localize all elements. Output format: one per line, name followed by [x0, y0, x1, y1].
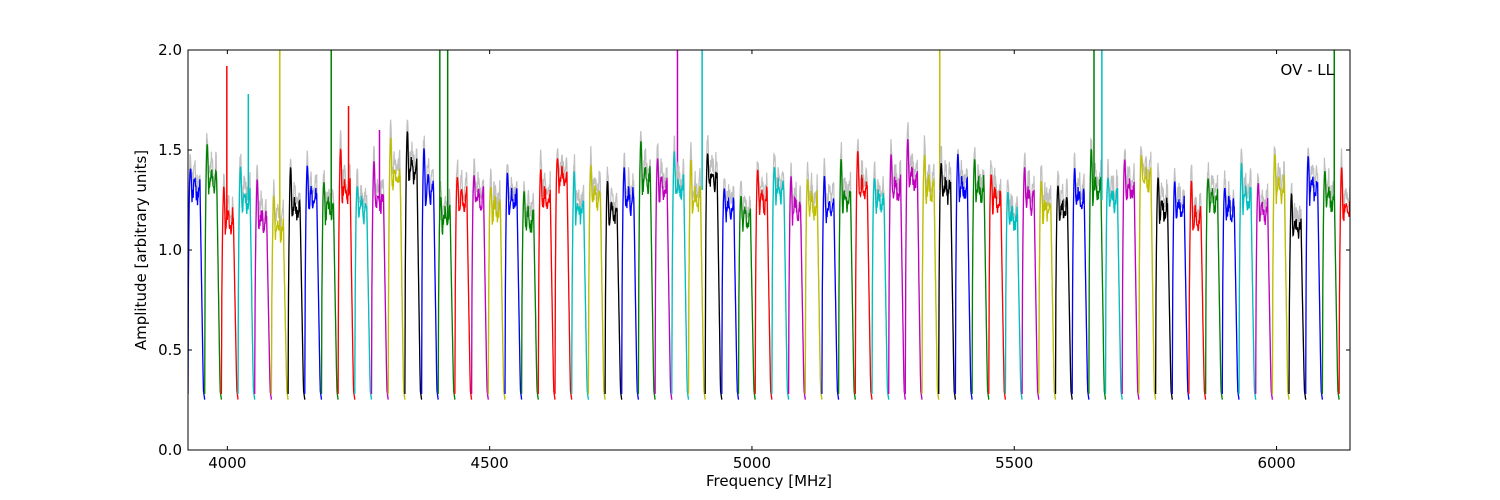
chart-annotation: OV - LL	[1281, 61, 1335, 79]
band-line-37	[804, 179, 823, 400]
y-tick-label-3: 1.5	[158, 141, 182, 159]
band-line-57	[1138, 155, 1157, 400]
band-line-23	[571, 171, 590, 400]
band-line-39	[837, 158, 856, 400]
band-line-29	[671, 151, 690, 400]
band-line-51	[1038, 180, 1057, 400]
band-line-7	[304, 165, 323, 400]
band-line-55	[1104, 177, 1123, 400]
band-line-50	[1021, 167, 1040, 400]
band-line-44	[921, 154, 940, 400]
band-line-59	[1171, 181, 1190, 400]
band-line-15	[437, 196, 456, 400]
band-line-12	[387, 137, 406, 400]
band-line-33	[737, 195, 756, 400]
band-line-56	[1121, 159, 1140, 400]
y-axis-ticks: 0.0 0.5 1.0 1.5 2.0	[158, 41, 1350, 459]
band-line-49	[1004, 192, 1023, 400]
band-line-9	[337, 148, 356, 400]
band-line-45	[938, 163, 957, 400]
band-line-69	[1338, 167, 1350, 395]
band-line-43	[904, 138, 923, 400]
band-line-53	[1071, 167, 1090, 400]
y-tick-label-0: 0.0	[158, 441, 182, 459]
band-line-38	[821, 175, 840, 400]
band-line-19	[504, 172, 523, 400]
band-line-13	[404, 131, 423, 400]
y-tick-label-4: 2.0	[158, 41, 182, 59]
band-line-41	[871, 178, 890, 400]
band-line-6	[287, 167, 306, 400]
band-line-31	[704, 153, 723, 400]
band-line-42	[888, 154, 906, 400]
band-line-67	[1305, 156, 1324, 400]
band-line-40	[854, 151, 873, 400]
band-line-17	[470, 175, 489, 400]
series-layer	[188, 50, 1350, 400]
band-line-62	[1221, 187, 1240, 400]
band-line-4	[254, 179, 273, 400]
x-tick-label-2: 5000	[733, 454, 771, 472]
band-line-16	[454, 177, 473, 400]
band-line-11	[370, 161, 389, 400]
band-line-61	[1204, 178, 1223, 400]
band-line-60	[1188, 180, 1207, 400]
band-line-28	[654, 158, 673, 400]
x-axis-ticks: 4000 4500 5000 5500 6000	[208, 50, 1296, 472]
band-line-24	[587, 165, 606, 400]
band-line-35	[771, 167, 790, 400]
band-line-20	[520, 191, 539, 400]
band-line-26	[621, 167, 640, 400]
band-line-58	[1154, 177, 1173, 400]
y-axis-label: Amplitude [arbitrary units]	[132, 150, 150, 350]
x-tick-label-0: 4000	[208, 454, 246, 472]
band-line-63	[1238, 162, 1257, 400]
background-band-69	[1338, 148, 1350, 395]
x-axis-label: Frequency [MHz]	[706, 472, 832, 490]
band-line-48	[988, 174, 1007, 400]
band-line-30	[687, 159, 706, 400]
band-line-32	[721, 188, 740, 400]
band-line-52	[1054, 185, 1073, 400]
x-tick-label-4: 6000	[1257, 454, 1295, 472]
band-line-25	[604, 180, 623, 400]
band-line-22	[554, 158, 573, 400]
band-line-2	[220, 186, 239, 400]
band-line-64	[1255, 183, 1274, 400]
band-line-8	[320, 182, 339, 400]
band-line-10	[354, 186, 373, 400]
band-line-14	[420, 148, 439, 400]
band-line-1	[204, 144, 223, 400]
plot-area	[187, 49, 1351, 451]
band-line-66	[1288, 193, 1307, 400]
band-line-5	[270, 195, 289, 400]
band-line-36	[787, 176, 806, 400]
band-line-54	[1088, 148, 1107, 400]
band-line-3	[237, 166, 256, 400]
band-line-65	[1271, 154, 1290, 400]
x-tick-label-1: 4500	[471, 454, 509, 472]
band-line-0	[188, 168, 206, 400]
y-tick-label-1: 0.5	[158, 341, 182, 359]
y-tick-label-2: 1.0	[158, 241, 182, 259]
band-line-47	[971, 159, 990, 400]
band-line-21	[537, 169, 556, 400]
band-line-46	[954, 153, 973, 400]
band-line-27	[637, 141, 656, 400]
band-line-34	[754, 169, 773, 400]
band-line-68	[1321, 170, 1340, 400]
band-line-18	[487, 186, 506, 400]
x-tick-label-3: 5500	[995, 454, 1033, 472]
